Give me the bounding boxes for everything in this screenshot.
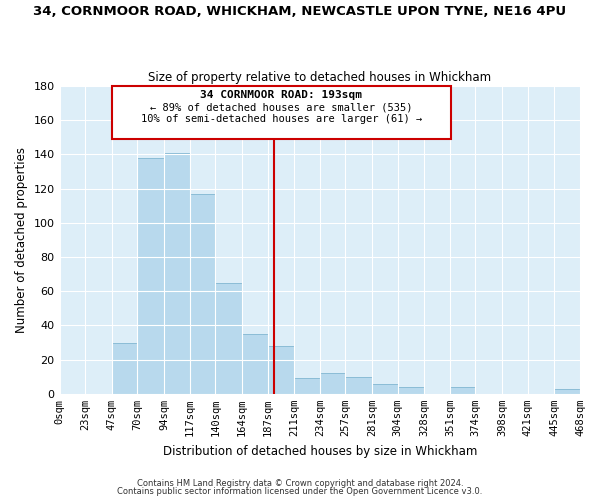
FancyBboxPatch shape [112,86,451,139]
Bar [268,346,294,394]
Bar [398,387,424,394]
Bar [215,282,242,394]
Bar [554,388,580,394]
Bar [242,334,268,394]
Text: 34 CORNMOOR ROAD: 193sqm: 34 CORNMOOR ROAD: 193sqm [200,90,362,101]
Text: 10% of semi-detached houses are larger (61) →: 10% of semi-detached houses are larger (… [141,114,422,124]
Y-axis label: Number of detached properties: Number of detached properties [15,147,28,333]
Bar [164,152,190,394]
Text: ← 89% of detached houses are smaller (535): ← 89% of detached houses are smaller (53… [150,102,413,113]
Bar [450,387,475,394]
Bar [137,158,164,394]
Title: Size of property relative to detached houses in Whickham: Size of property relative to detached ho… [148,70,491,84]
Bar [372,384,398,394]
X-axis label: Distribution of detached houses by size in Whickham: Distribution of detached houses by size … [163,444,477,458]
Bar [294,378,320,394]
Bar [346,376,372,394]
Bar [190,194,215,394]
Bar [112,342,137,394]
Text: 34, CORNMOOR ROAD, WHICKHAM, NEWCASTLE UPON TYNE, NE16 4PU: 34, CORNMOOR ROAD, WHICKHAM, NEWCASTLE U… [34,5,566,18]
Text: Contains public sector information licensed under the Open Government Licence v3: Contains public sector information licen… [118,487,482,496]
Bar [320,374,346,394]
Text: Contains HM Land Registry data © Crown copyright and database right 2024.: Contains HM Land Registry data © Crown c… [137,478,463,488]
